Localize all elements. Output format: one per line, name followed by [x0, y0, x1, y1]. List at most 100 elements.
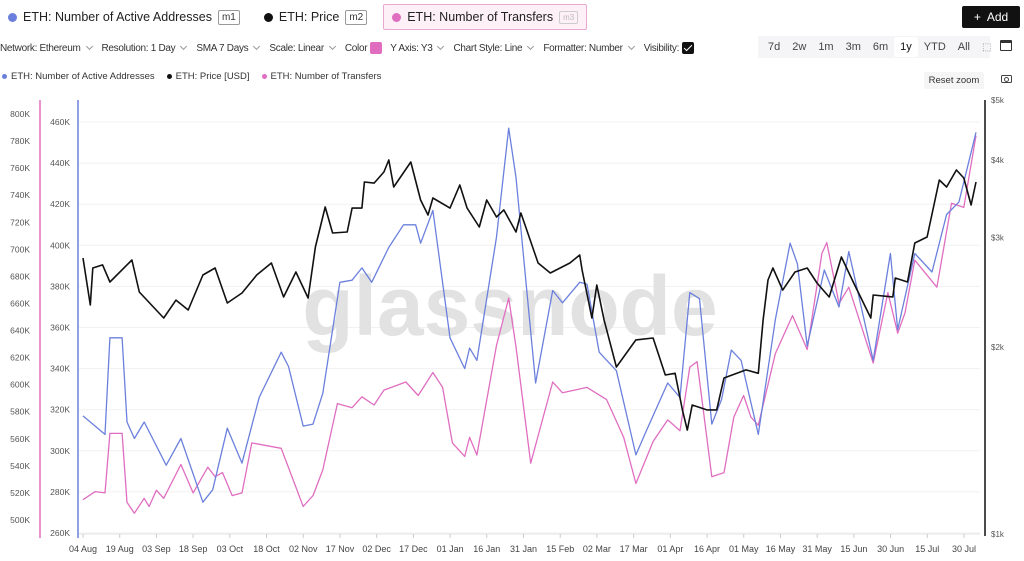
transfers-axis-tick-label: 580K: [10, 407, 30, 417]
range-6m[interactable]: 6m: [872, 41, 889, 53]
legend-dot: [261, 74, 267, 79]
series-color-dot: [8, 12, 17, 22]
legend-item-price[interactable]: ETH: Price [USD]: [166, 71, 250, 82]
resolution-label: Resolution: 1 Day: [101, 42, 176, 54]
x-axis-tick-label: 02 Dec: [362, 544, 391, 554]
x-axis-tick-label: 30 Jun: [877, 544, 904, 554]
x-axis-tick-label: 16 Apr: [694, 544, 720, 554]
transfers-axis-tick-label: 680K: [10, 271, 30, 281]
range-3m[interactable]: 3m: [845, 41, 861, 53]
range-ytd[interactable]: YTD: [923, 41, 946, 53]
x-axis-tick-label: 31 May: [802, 544, 832, 554]
transfers-axis-tick-label: 760K: [10, 163, 30, 173]
transfers-axis-tick-label: 560K: [10, 434, 30, 444]
camera-icon[interactable]: [1001, 75, 1012, 83]
active-axis-tick-label: 420K: [50, 199, 70, 209]
transfers-axis-tick-label: 660K: [10, 298, 30, 308]
range-2w[interactable]: 2w: [792, 41, 807, 53]
series-line-transfers: [82, 135, 977, 514]
range-7d[interactable]: 7d: [768, 41, 781, 53]
color-label: Color: [344, 42, 368, 54]
zoom-select-icon[interactable]: ⬚: [982, 41, 992, 53]
sma-label: SMA 7 Days: [196, 42, 249, 54]
x-axis-tick-label: 15 Jul: [915, 544, 939, 554]
plus-icon: +: [973, 10, 981, 24]
legend-label: ETH: Number of Active Addresses: [11, 71, 155, 82]
chart-style-label: Chart Style: Line: [453, 42, 523, 54]
transfers-axis-tick-label: 500K: [10, 515, 30, 525]
legend-dot: [2, 74, 7, 79]
formatter-dropdown[interactable]: Formatter: Number: [543, 43, 635, 54]
color-swatch[interactable]: [370, 42, 383, 54]
active-axis-tick-label: 300K: [50, 446, 70, 456]
transfers-axis-tick-label: 520K: [10, 488, 30, 498]
reset-zoom-button[interactable]: Reset zoom: [924, 72, 984, 89]
transfers-axis-tick-label: 720K: [10, 217, 30, 227]
x-axis-tick-label: 17 Mar: [620, 544, 648, 554]
x-axis-tick-label: 30 Jul: [952, 544, 976, 554]
network-dropdown[interactable]: Network: Ethereum: [0, 43, 94, 54]
metric-label: ETH: Number of Transfers: [407, 10, 554, 24]
formatter-label: Formatter: Number: [543, 42, 623, 54]
scale-label: Scale: Linear: [269, 42, 324, 54]
metric-chip-transfers[interactable]: ETH: Number of Transfers m3: [383, 4, 588, 30]
checkbox-checked-icon[interactable]: [682, 42, 695, 54]
transfers-axis-tick-label: 640K: [10, 326, 30, 336]
color-picker[interactable]: Color: [344, 42, 383, 54]
x-axis-tick-label: 17 Dec: [399, 544, 428, 554]
metric-chip-price[interactable]: ETH: Price m2: [256, 4, 375, 30]
metric-controls: Network: Ethereum Resolution: 1 Day SMA …: [0, 40, 750, 56]
visibility-label: Visibility:: [643, 42, 680, 54]
transfers-axis-tick-label: 620K: [10, 353, 30, 363]
transfers-axis-tick-label: 600K: [10, 380, 30, 390]
calendar-icon[interactable]: [1000, 40, 1012, 51]
active-axis-tick-label: 340K: [50, 364, 70, 374]
metric-label: ETH: Price: [278, 10, 340, 24]
series-line-price: [82, 159, 977, 431]
x-axis-tick-label: 17 Nov: [326, 544, 355, 554]
series-line-active: [82, 127, 977, 503]
sma-dropdown[interactable]: SMA 7 Days: [196, 43, 261, 54]
price-axis-tick-label: $2k: [991, 343, 1005, 352]
transfers-axis-tick-label: 700K: [10, 244, 30, 254]
visibility-toggle[interactable]: Visibility:: [643, 42, 695, 54]
x-axis-tick-label: 03 Sep: [142, 544, 171, 554]
x-axis-tick-label: 18 Oct: [253, 544, 280, 554]
resolution-dropdown[interactable]: Resolution: 1 Day: [102, 43, 189, 54]
price-axis-tick-label: $4k: [991, 156, 1005, 165]
y-axis-dropdown[interactable]: Y Axis: Y3: [390, 43, 445, 54]
x-axis-tick-label: 03 Oct: [217, 544, 244, 554]
transfers-axis-tick-label: 540K: [10, 461, 30, 471]
price-axis-tick-label: $1k: [991, 530, 1005, 539]
x-axis-tick-label: 15 Feb: [546, 544, 574, 554]
range-1y[interactable]: 1y: [894, 37, 918, 57]
active-axis-tick-label: 280K: [50, 487, 70, 497]
transfers-axis-tick-label: 800K: [10, 109, 30, 119]
active-axis-tick-label: 440K: [50, 158, 70, 168]
x-axis-tick-label: 01 May: [729, 544, 759, 554]
price-axis-tick-label: $3k: [991, 234, 1005, 243]
metric-chip-active-addresses[interactable]: ETH: Number of Active Addresses m1: [0, 4, 248, 30]
scale-dropdown[interactable]: Scale: Linear: [269, 43, 336, 54]
x-axis-tick-label: 15 Jun: [840, 544, 867, 554]
range-1m[interactable]: 1m: [818, 41, 834, 53]
range-all[interactable]: All: [957, 41, 971, 53]
active-axis-tick-label: 360K: [50, 323, 70, 333]
x-axis-tick-label: 01 Apr: [657, 544, 683, 554]
x-axis-tick-label: 02 Mar: [583, 544, 611, 554]
legend-dot: [166, 74, 172, 79]
active-axis-tick-label: 320K: [50, 405, 70, 415]
legend-item-active-addresses[interactable]: ETH: Number of Active Addresses: [2, 71, 155, 82]
metric-chips: ETH: Number of Active Addresses m1 ETH: …: [0, 4, 588, 30]
transfers-axis-tick-label: 740K: [10, 190, 30, 200]
legend-item-transfers[interactable]: ETH: Number of Transfers: [261, 71, 381, 82]
add-button[interactable]: + Add: [962, 6, 1020, 28]
x-axis-tick-label: 31 Jan: [510, 544, 537, 554]
active-axis-tick-label: 400K: [50, 240, 70, 250]
time-range-selector: 7d 2w 1m 3m 6m 1y YTD All ⬚: [758, 36, 991, 58]
chart-style-dropdown[interactable]: Chart Style: Line: [453, 43, 535, 54]
add-label: Add: [986, 10, 1009, 24]
legend-label: ETH: Price [USD]: [175, 71, 250, 82]
metric-badge: m1: [217, 9, 240, 25]
